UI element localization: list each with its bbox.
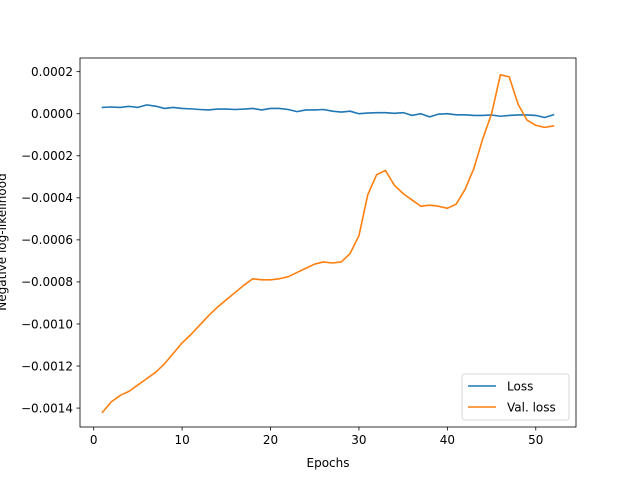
y-tick-label: 0.0000 — [31, 107, 73, 121]
x-tick-label: 0 — [90, 433, 98, 447]
y-tick-label: −0.0002 — [21, 149, 73, 163]
legend: Loss Val. loss — [461, 373, 570, 421]
y-tick-label: −0.0014 — [21, 401, 73, 415]
y-axis: 0.0002 0.0000 −0.0002 −0.0004 −0.0006 −0.0008… — [21, 65, 80, 415]
x-axis-label: Epochs — [307, 456, 350, 470]
x-tick-label: 30 — [351, 433, 366, 447]
x-tick-label: 10 — [174, 433, 189, 447]
plot-area — [101, 74, 555, 414]
x-axis: 0 10 20 30 40 50 — [90, 427, 543, 447]
x-tick-label: 20 — [263, 433, 278, 447]
legend-label: Loss — [507, 379, 533, 393]
y-tick-label: −0.0004 — [21, 191, 73, 205]
plot-frame — [79, 57, 577, 428]
y-tick-label: −0.0010 — [21, 317, 73, 331]
series-line-val-loss — [101, 74, 555, 414]
x-tick-label: 40 — [440, 433, 455, 447]
y-tick-label: −0.0012 — [21, 359, 73, 373]
x-tick-label: 50 — [528, 433, 543, 447]
y-tick-label: −0.0006 — [21, 233, 73, 247]
series-line-loss — [101, 104, 555, 119]
y-tick-label: −0.0008 — [21, 275, 73, 289]
y-tick-label: 0.0002 — [31, 65, 73, 79]
legend-label: Val. loss — [507, 400, 556, 414]
y-axis-label: Negative log-likelihood — [0, 173, 9, 310]
